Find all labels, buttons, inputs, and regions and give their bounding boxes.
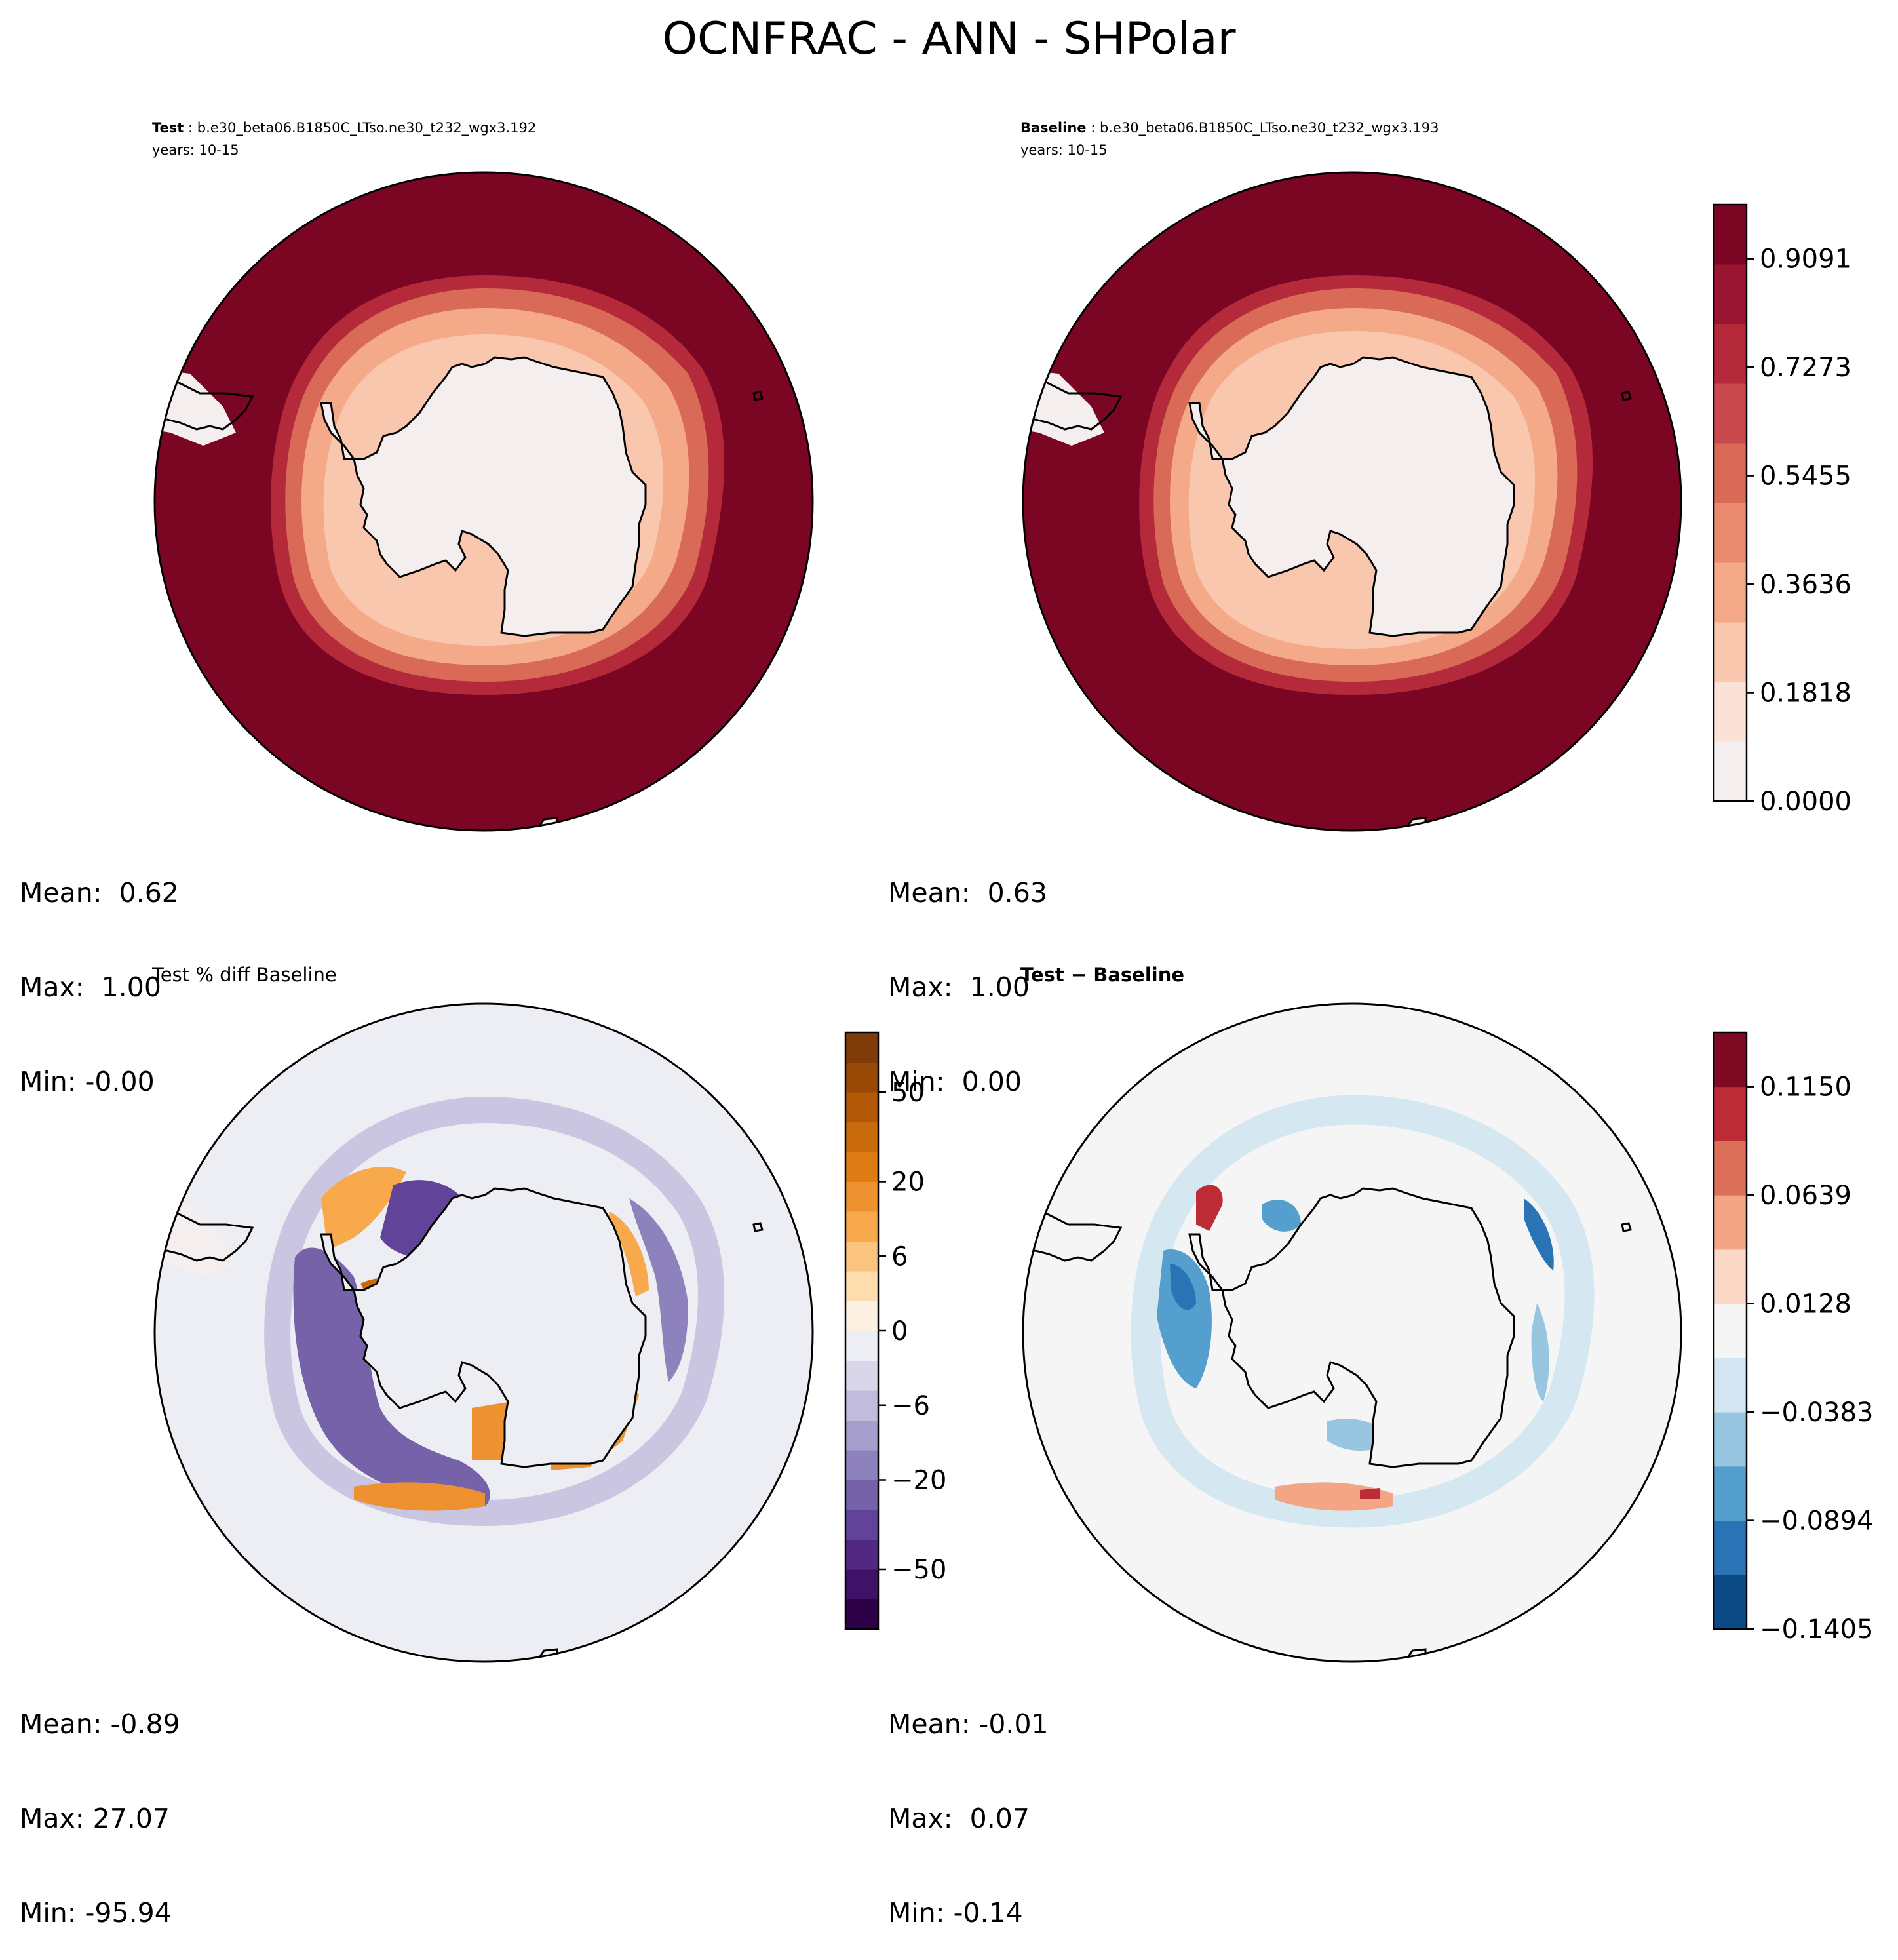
pctdiff-colorbar-segment — [845, 1450, 878, 1480]
baseline-colorbar-tick-label: 0.7273 — [1760, 353, 1851, 383]
pctdiff-colorbar-segment — [845, 1271, 878, 1301]
pctdiff-colorbar-segment — [845, 1480, 878, 1510]
baseline-colorbar-segment — [1714, 503, 1747, 563]
diff-stat-mean: Mean: -0.01 — [888, 1708, 1049, 1740]
test-stat-min: Min: -0.00 — [20, 1066, 155, 1097]
pctdiff-colorbar-tick-label: −20 — [891, 1466, 946, 1496]
pctdiff-map — [155, 1004, 813, 1662]
baseline-colorbar-segment — [1714, 264, 1747, 324]
pctdiff-colorbar-segment — [845, 1539, 878, 1570]
baseline-colorbar-tick-label: 0.0000 — [1760, 787, 1851, 817]
pctdiff-colorbar-segment — [845, 1420, 878, 1451]
diff-colorbar-tick-label: −0.1405 — [1760, 1615, 1873, 1645]
pctdiff-colorbar-segment — [845, 1599, 878, 1630]
baseline-colorbar-frame — [1713, 203, 1748, 802]
pctdiff-panel-label: Test % diff Baseline — [151, 964, 337, 986]
diff-colorbar-tick-label: −0.0894 — [1760, 1506, 1873, 1537]
pctdiff-colorbar-segment — [845, 1181, 878, 1212]
baseline-colorbar-segment — [1714, 383, 1747, 444]
diff-colorbar-segment — [1714, 1358, 1747, 1413]
diff-colorbar-frame — [1713, 1031, 1748, 1630]
pctdiff-stat-max: Max: 27.07 — [20, 1803, 170, 1834]
test-map — [155, 172, 813, 831]
baseline-colorbar-tick-label: 0.1818 — [1760, 678, 1851, 709]
diff-colorbar-tick-label: 0.0639 — [1760, 1181, 1851, 1211]
baseline-colorbar-segment — [1714, 443, 1747, 503]
pctdiff-colorbar-segment — [845, 1510, 878, 1540]
pctdiff-colorbar-tick-label: 50 — [891, 1078, 925, 1108]
baseline-colorbar-segment — [1714, 622, 1747, 682]
pctdiff-stats: Mean: -0.89 Max: 27.07 Min: -95.94 — [20, 1645, 180, 1960]
diff-colorbar-tick-label: 0.1150 — [1760, 1072, 1851, 1103]
test-years: years: 10-15 — [152, 142, 239, 158]
diff-panel-label: Test − Baseline — [1020, 964, 1184, 986]
pctdiff-colorbar-segment — [845, 1092, 878, 1122]
baseline-colorbar-segment — [1714, 562, 1747, 623]
diff-stats: Mean: -0.01 Max: 0.07 Min: -0.14 — [888, 1645, 1049, 1960]
diff-colorbar-segment — [1714, 1520, 1747, 1575]
test-stats: Mean: 0.62 Max: 1.00 Min: -0.00 — [20, 814, 179, 1129]
diff-colorbar-segment — [1714, 1086, 1747, 1141]
pctdiff-colorbar-segment — [845, 1569, 878, 1599]
diff-stat-min: Min: -0.14 — [888, 1897, 1023, 1929]
pctdiff-colorbar-segment — [845, 1062, 878, 1093]
baseline-stat-mean: Mean: 0.63 — [888, 877, 1047, 909]
diff-colorbar-tick-label: −0.0383 — [1760, 1398, 1873, 1428]
pctdiff-colorbar-tick-label: 20 — [891, 1167, 925, 1198]
baseline-colorbar-tick-label: 0.3636 — [1760, 570, 1851, 600]
figure: OCNFRAC - ANN - SHPolar Test : b.e30_bet… — [151, 13, 1873, 1663]
figure-title: OCNFRAC - ANN - SHPolar — [662, 13, 1235, 65]
test-stat-max: Max: 1.00 — [20, 971, 161, 1003]
baseline-stat-max: Max: 1.00 — [888, 971, 1030, 1003]
diff-colorbar-segment — [1714, 1032, 1747, 1088]
pctdiff-colorbar-segment — [845, 1390, 878, 1421]
test-stat-mean: Mean: 0.62 — [20, 877, 179, 909]
pctdiff-colorbar-segment — [845, 1360, 878, 1391]
pctdiff-stat-mean: Mean: -0.89 — [20, 1708, 180, 1740]
baseline-colorbar-segment — [1714, 324, 1747, 384]
pctdiff-colorbar-tick-label: −6 — [891, 1391, 930, 1421]
diff-colorbar-segment — [1714, 1466, 1747, 1521]
pctdiff-colorbar-segment — [845, 1152, 878, 1182]
baseline-colorbar-segment — [1714, 205, 1747, 265]
baseline-colorbar-tick-label: 0.5455 — [1760, 461, 1851, 492]
panel-test: Test : b.e30_beta06.B1850C_LTso.ne30_t23… — [152, 120, 814, 832]
diff-colorbar-tick-label: 0.0128 — [1760, 1289, 1851, 1320]
test-panel-label: Test : b.e30_beta06.B1850C_LTso.ne30_t23… — [152, 120, 536, 136]
diff-colorbar-segment — [1714, 1195, 1747, 1250]
diff-colorbar-segment — [1714, 1303, 1747, 1358]
baseline-colorbar-tick-label: 0.9091 — [1760, 245, 1851, 275]
diff-colorbar-segment — [1714, 1575, 1747, 1630]
panel-baseline: Baseline : b.e30_beta06.B1850C_LTso.ne30… — [1020, 120, 1851, 832]
baseline-years: years: 10-15 — [1020, 142, 1108, 158]
pctdiff-colorbar-segment — [845, 1122, 878, 1152]
panel-pctdiff: Test % diff Baseline −50− — [151, 964, 946, 1663]
panel-diff: Test − Baseline −0.1405−0 — [1020, 964, 1873, 1663]
diff-colorbar-segment — [1714, 1141, 1747, 1196]
diff-stat-max: Max: 0.07 — [888, 1803, 1030, 1834]
pctdiff-colorbar-tick-label: 6 — [891, 1242, 908, 1272]
pctdiff-stat-min: Min: -95.94 — [20, 1897, 172, 1929]
baseline-colorbar-segment — [1714, 682, 1747, 742]
diff-colorbar: −0.1405 −0.0894 −0.0383 0.0128 0.0639 0.1150 — [1713, 1031, 1873, 1645]
baseline-panel-label: Baseline : b.e30_beta06.B1850C_LTso.ne30… — [1020, 120, 1439, 136]
pctdiff-colorbar-segment — [845, 1241, 878, 1272]
baseline-map — [1023, 172, 1681, 831]
baseline-stat-min: Min: 0.00 — [888, 1066, 1022, 1097]
pctdiff-colorbar-segment — [845, 1331, 878, 1361]
diff-colorbar-segment — [1714, 1249, 1747, 1304]
pctdiff-colorbar: −50 −20 −6 0 6 20 50 — [844, 1031, 946, 1630]
pctdiff-colorbar-segment — [845, 1211, 878, 1242]
pctdiff-colorbar-segment — [845, 1301, 878, 1331]
pctdiff-colorbar-segment — [845, 1032, 878, 1063]
pctdiff-colorbar-tick-label: 0 — [891, 1316, 908, 1346]
baseline-colorbar-segment — [1714, 741, 1747, 802]
diff-colorbar-segment — [1714, 1412, 1747, 1467]
baseline-colorbar: 0.0000 0.1818 0.3636 0.5455 0.7273 0.9091 — [1713, 203, 1851, 817]
pctdiff-colorbar-tick-label: −50 — [891, 1555, 946, 1585]
baseline-stats: Mean: 0.63 Max: 1.00 Min: 0.00 — [888, 814, 1047, 1129]
diff-map — [1023, 1004, 1681, 1662]
